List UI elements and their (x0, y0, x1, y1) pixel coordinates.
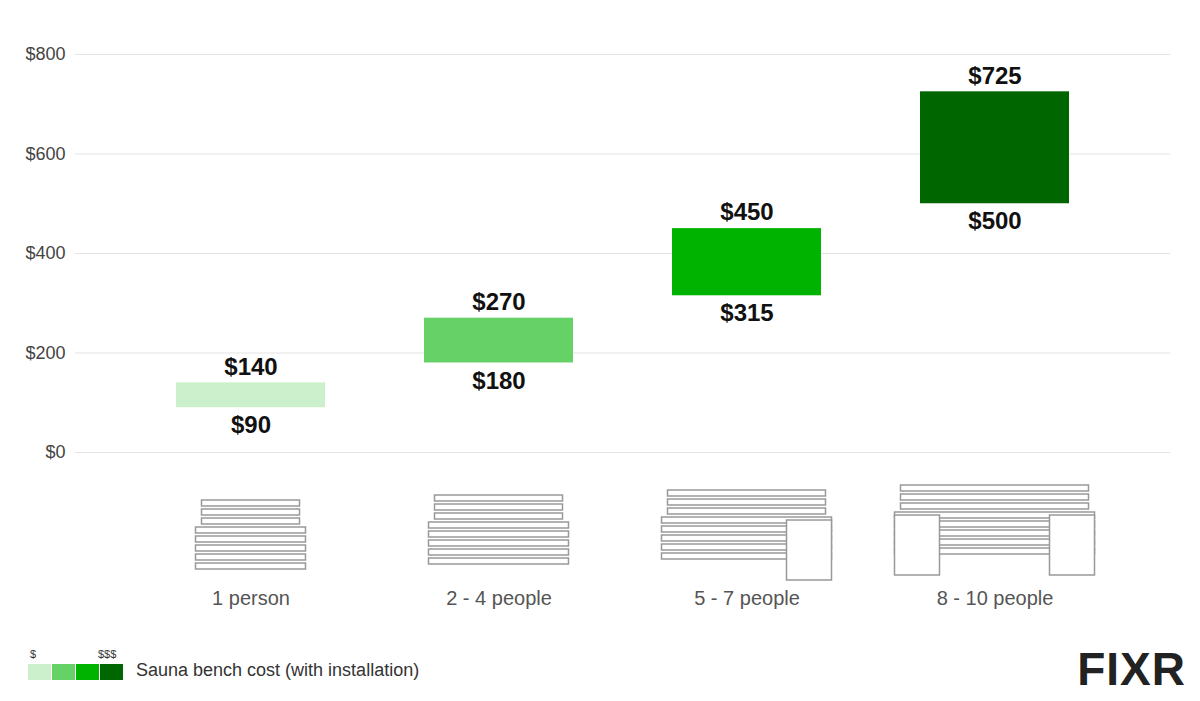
svg-text:$180: $180 (472, 367, 525, 394)
svg-text:$500: $500 (968, 207, 1021, 234)
svg-text:$90: $90 (231, 411, 271, 438)
svg-text:8 - 10 people: 8 - 10 people (937, 587, 1054, 609)
svg-text:$0: $0 (45, 442, 65, 462)
svg-text:1 person: 1 person (212, 587, 290, 609)
svg-text:$400: $400 (25, 243, 65, 263)
svg-text:$270: $270 (472, 288, 525, 315)
svg-text:$450: $450 (720, 198, 773, 225)
svg-text:5 - 7 people: 5 - 7 people (694, 587, 800, 609)
svg-text:$600: $600 (25, 144, 65, 164)
svg-text:$725: $725 (968, 61, 1021, 88)
svg-text:$800: $800 (25, 44, 65, 64)
svg-text:$315: $315 (720, 299, 773, 326)
svg-text:$200: $200 (25, 343, 65, 363)
svg-text:2 - 4 people: 2 - 4 people (446, 587, 552, 609)
html-text:FIXR: FIXR (1077, 643, 1186, 695)
html-text:Sauna bench cost (with install: Sauna bench cost (with installation) (136, 660, 420, 680)
svg-text:$140: $140 (224, 353, 277, 380)
